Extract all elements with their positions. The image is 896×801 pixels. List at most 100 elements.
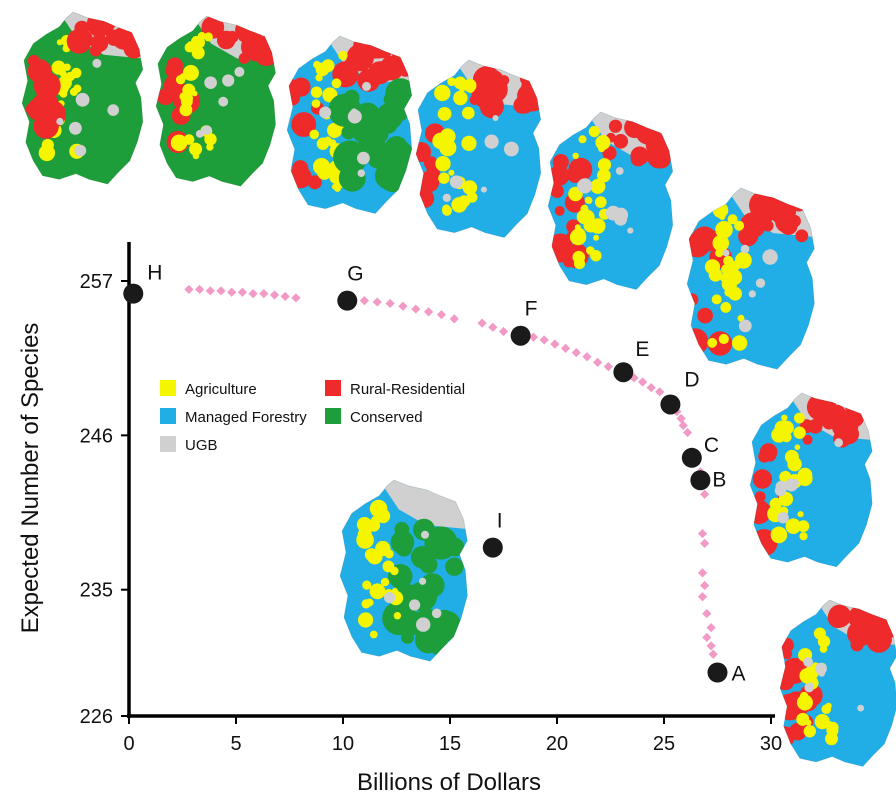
legend-label: Rural-Residential: [350, 381, 465, 398]
point-I: [482, 537, 503, 558]
frontier-point: [603, 361, 613, 372]
frontier-point: [227, 287, 237, 297]
frontier-point: [697, 528, 708, 539]
frontier-point: [248, 289, 258, 299]
frontier-point: [697, 592, 708, 602]
frontier-point: [678, 420, 688, 431]
frontier-point: [477, 318, 487, 328]
x-tick-label: 15: [439, 733, 461, 755]
frontier-point: [372, 297, 382, 307]
x-axis-title: Billions of Dollars: [357, 769, 541, 796]
map-H: [22, 12, 143, 185]
x-tick-label: 0: [123, 733, 134, 755]
frontier-point: [700, 580, 710, 591]
point-H: [123, 283, 144, 304]
point-label-I: I: [497, 510, 503, 533]
map-F: [287, 36, 412, 214]
frontier-point: [539, 335, 549, 345]
frontier-point: [398, 301, 408, 311]
frontier-point: [205, 286, 215, 296]
frontier-point: [291, 293, 301, 303]
point-label-A: A: [732, 663, 746, 686]
frontier-point: [655, 387, 665, 397]
frontier-point: [411, 304, 421, 314]
point-label-B: B: [712, 468, 726, 491]
x-tick-label: 30: [760, 733, 782, 755]
frontier-point: [700, 489, 710, 499]
y-axis-title: Expected Number of Species: [17, 323, 44, 634]
map-I: [340, 480, 468, 662]
legend-label: Managed Forestry: [185, 409, 307, 426]
point-A: [707, 662, 728, 683]
frontier-point: [449, 314, 459, 324]
frontier-point: [424, 307, 434, 317]
frontier-point: [195, 284, 205, 295]
point-E: [613, 362, 634, 383]
legend-swatch: [325, 380, 341, 396]
y-tick-label: 257: [80, 271, 113, 293]
map-E: [416, 60, 541, 238]
map-D: [548, 112, 673, 290]
frontier-point: [560, 343, 571, 353]
y-tick-label: 226: [80, 706, 113, 728]
labeled-points: A BC D E F G H I: [123, 262, 746, 686]
legend-swatch: [325, 408, 341, 424]
point-label-C: C: [704, 434, 719, 457]
frontier-point: [359, 296, 369, 306]
x-tick-label: 10: [332, 733, 354, 755]
frontier-point: [385, 298, 395, 309]
frontier-point: [259, 289, 269, 299]
legend-label: UGB: [185, 437, 218, 454]
legend: Agriculture Rural-Residential Managed Fore…: [160, 380, 465, 454]
frontier-point: [706, 641, 716, 651]
frontier-point: [702, 632, 712, 643]
axes: 0 5 10 15 20 25 30 226 235 246 257 Billions of Doll…: [17, 242, 782, 796]
frontier-point: [593, 357, 603, 367]
frontier-point: [488, 322, 498, 332]
frontier-point: [436, 310, 447, 320]
x-tick-label: 25: [653, 733, 675, 755]
legend-swatch: [160, 380, 176, 396]
map-B: [750, 393, 873, 567]
frontier-point: [280, 291, 290, 302]
frontier-point: [700, 538, 710, 549]
frontier-point: [702, 608, 712, 619]
y-tick-label: 246: [80, 425, 113, 447]
frontier-point: [706, 622, 716, 633]
map-C: [687, 188, 815, 370]
point-label-E: E: [635, 338, 649, 361]
frontier-point: [697, 568, 708, 578]
frontier-point: [269, 290, 280, 300]
legend-label: Conserved: [350, 409, 423, 426]
point-B: [690, 470, 711, 491]
frontier-series: [184, 284, 718, 659]
y-tick-label: 235: [80, 580, 113, 602]
map-G: [156, 16, 276, 187]
point-C: [681, 447, 702, 468]
point-label-H: H: [147, 262, 162, 285]
frontier-point: [550, 339, 560, 349]
frontier-point: [676, 413, 686, 424]
frontier-point: [184, 284, 194, 295]
legend-swatch: [160, 408, 176, 424]
point-G: [337, 290, 358, 311]
frontier-point: [708, 649, 718, 659]
point-label-D: D: [684, 368, 699, 391]
frontier-point: [582, 352, 592, 362]
frontier-point: [498, 326, 509, 337]
frontier-point: [646, 383, 656, 393]
frontier-point: [237, 287, 248, 297]
frontier-point: [571, 347, 581, 358]
point-label-F: F: [525, 298, 538, 321]
x-tick-label: 5: [230, 733, 241, 755]
frontier-point: [528, 332, 539, 342]
legend-label: Agriculture: [185, 381, 257, 398]
frontier-point: [216, 286, 226, 296]
legend-swatch: [160, 436, 176, 452]
frontier-point: [682, 427, 693, 438]
map-A: [780, 600, 896, 767]
x-tick-label: 20: [546, 733, 568, 755]
point-F: [510, 325, 531, 346]
